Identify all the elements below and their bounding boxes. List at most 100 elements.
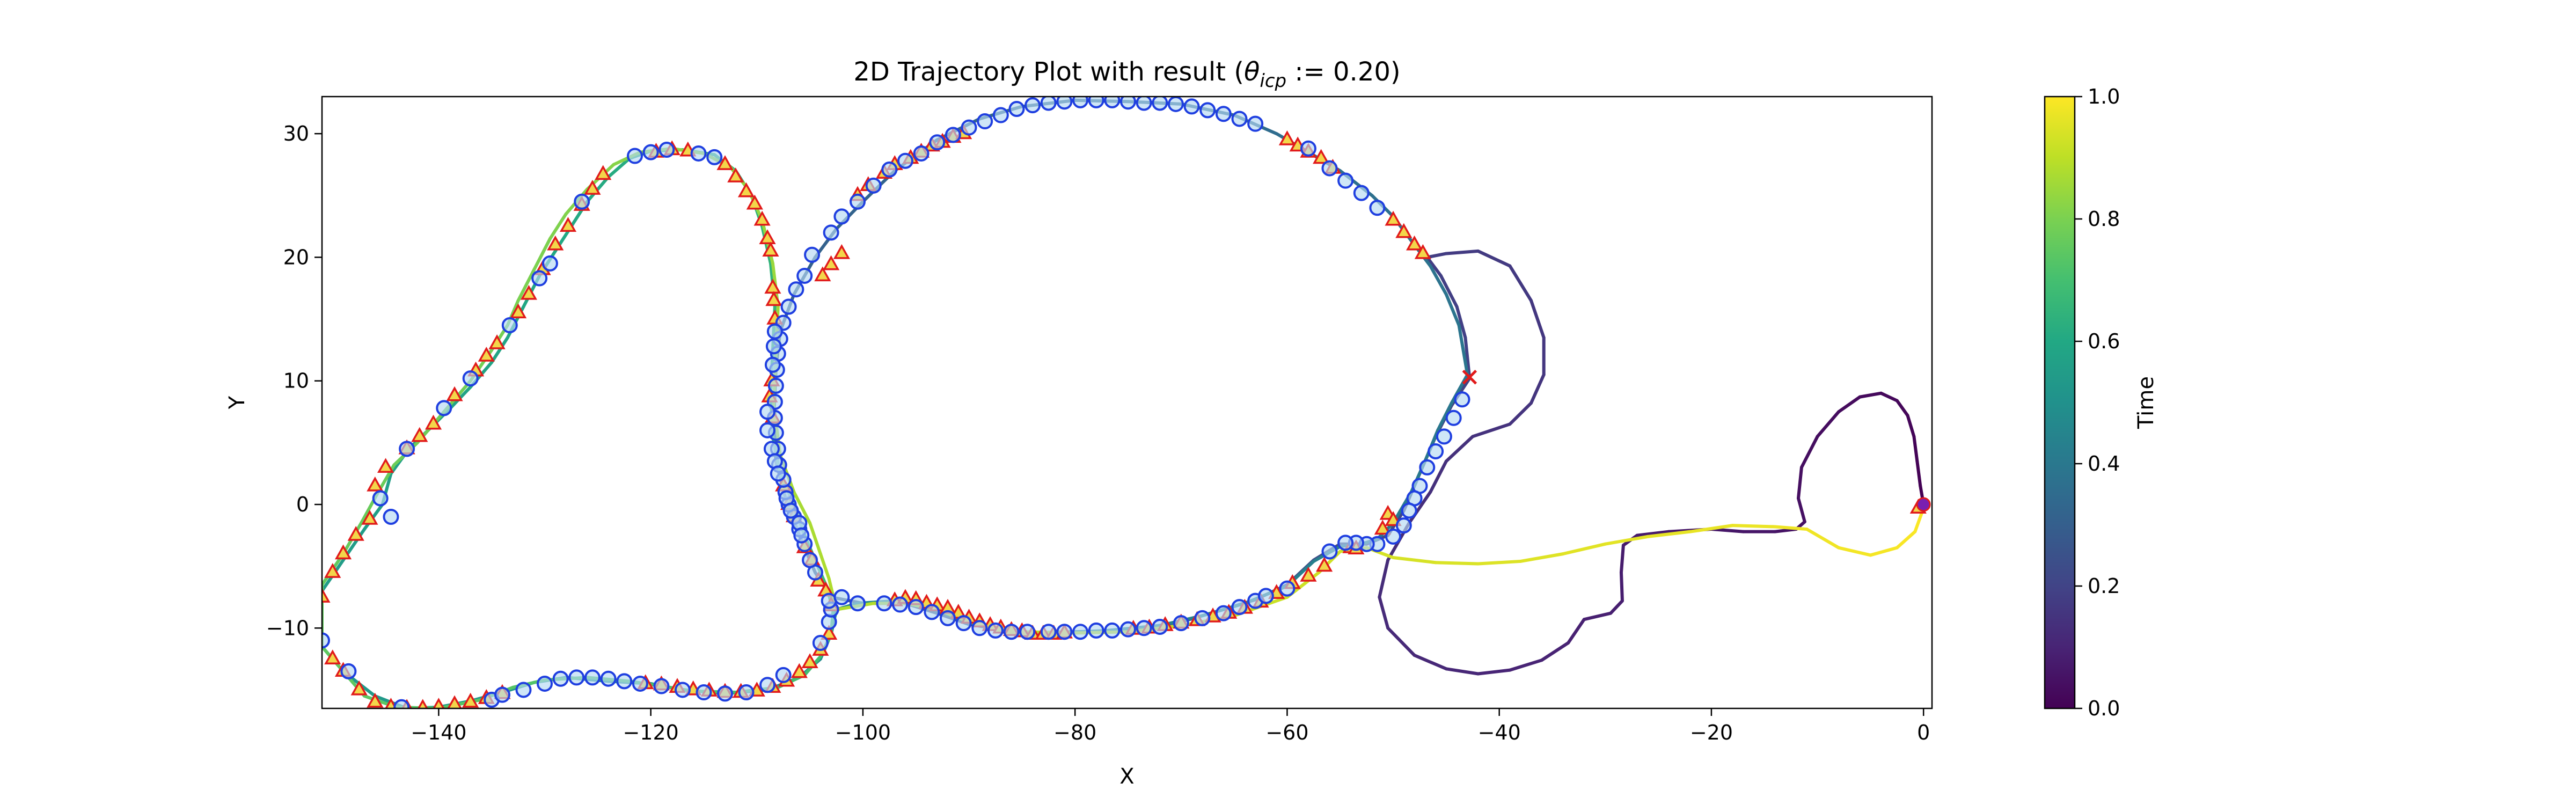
trajectory-segment xyxy=(1471,422,1512,438)
triangle-marker xyxy=(411,427,428,442)
trajectory-segment xyxy=(1434,561,1480,566)
triangle-marker xyxy=(801,653,818,668)
x-tick-label: −20 xyxy=(1690,721,1733,744)
circle-marker xyxy=(658,142,675,158)
trajectory-segment xyxy=(1444,249,1480,255)
circle-marker xyxy=(1337,535,1354,551)
trajectory-segment xyxy=(1439,274,1459,309)
triangle-marker xyxy=(765,291,782,306)
triangle-marker xyxy=(759,229,776,244)
trajectory-segment xyxy=(1567,618,1586,645)
trajectory-segment xyxy=(1688,524,1735,533)
triangle-marker xyxy=(727,167,744,182)
triangle-marker xyxy=(1406,235,1423,251)
triangle-marker xyxy=(1414,244,1431,259)
trajectory-segment xyxy=(1869,546,1899,557)
trajectory-segment xyxy=(1476,668,1512,676)
circle-marker xyxy=(775,667,792,683)
triangle-marker xyxy=(1395,223,1413,238)
circle-marker xyxy=(1321,543,1338,560)
circle-marker xyxy=(1401,502,1417,519)
plot-frame xyxy=(321,96,1933,709)
circle-marker xyxy=(850,595,866,612)
circle-marker xyxy=(770,465,786,482)
circle-marker xyxy=(1152,619,1168,635)
circle-marker xyxy=(924,604,940,620)
trajectory-segment xyxy=(1476,559,1523,566)
circle-marker xyxy=(1104,622,1121,639)
circle-marker xyxy=(759,404,776,420)
end-x-marker xyxy=(1462,370,1477,385)
circle-marker xyxy=(1104,97,1121,108)
circle-marker xyxy=(929,134,946,151)
circle-marker xyxy=(1088,97,1104,108)
circle-marker xyxy=(1215,605,1232,621)
circle-marker xyxy=(913,145,930,162)
circle-marker xyxy=(616,673,633,690)
colorbar-tick-label: 0.6 xyxy=(2088,330,2120,353)
triangle-marker xyxy=(1313,149,1330,164)
colorbar: 0.0 0.2 0.4 0.6 0.8 1.0 Time xyxy=(2044,85,2158,720)
trajectory-segment xyxy=(1879,391,1899,402)
circle-marker xyxy=(897,152,913,169)
x-axis: −140 −120 −100 −80 −60 −40 −20 0 xyxy=(411,708,1930,744)
circle-marker xyxy=(627,148,643,164)
circle-marker xyxy=(1436,428,1452,445)
triangle-marker xyxy=(791,663,808,678)
circle-marker xyxy=(541,255,558,272)
trajectory-segment xyxy=(1457,324,1469,377)
circle-marker xyxy=(1279,580,1296,597)
trajectory-segment xyxy=(1444,292,1461,327)
trajectory-segment xyxy=(490,336,509,364)
circle-marker xyxy=(1247,115,1264,132)
x-tick-label: −100 xyxy=(835,721,891,744)
colorbar-gradient xyxy=(2044,96,2076,709)
triangle-marker xyxy=(462,692,479,708)
circle-marker xyxy=(1056,97,1073,110)
circle-marker xyxy=(1040,97,1057,111)
triangle-marker xyxy=(377,458,394,473)
y-tick-label: 20 xyxy=(283,245,309,269)
trajectory-segment xyxy=(1646,530,1692,538)
circle-marker xyxy=(865,177,882,194)
circle-marker xyxy=(1136,97,1152,111)
colorbar-tick-label: 0.8 xyxy=(2088,207,2120,231)
triangle-marker xyxy=(446,386,463,401)
trajectory-segment xyxy=(1582,611,1613,621)
circle-marker xyxy=(766,323,783,340)
trajectory-segment xyxy=(1392,556,1438,565)
circle-marker xyxy=(632,675,648,692)
trajectory-segment xyxy=(1604,535,1650,546)
triangle-marker xyxy=(1374,519,1391,535)
trajectory-segment xyxy=(606,157,632,179)
circle-marker xyxy=(892,596,909,613)
trajectory-segment xyxy=(1444,667,1480,676)
trajectory-segment xyxy=(1635,530,1671,537)
x-axis-label: X xyxy=(1119,764,1134,789)
trajectory-segment xyxy=(1773,525,1809,531)
x-tick-label: −120 xyxy=(623,721,678,744)
circle-marker xyxy=(1119,97,1136,110)
circle-marker xyxy=(1353,185,1370,201)
circle-marker xyxy=(574,193,590,210)
circle-marker xyxy=(1257,588,1274,604)
circle-marker xyxy=(340,663,357,679)
triangle-marker xyxy=(716,155,734,170)
trajectory-segment xyxy=(1529,373,1546,405)
triangle-marker xyxy=(367,476,384,492)
trajectory-segment xyxy=(1476,249,1512,268)
trajectory-segment xyxy=(1425,252,1448,259)
y-tick-label: 0 xyxy=(296,493,309,516)
trajectory-segment xyxy=(1378,558,1390,599)
circle-marker xyxy=(568,669,585,686)
circle-marker xyxy=(706,149,723,165)
circle-marker xyxy=(1395,517,1412,534)
triangle-marker xyxy=(367,692,384,708)
circle-marker xyxy=(1445,409,1462,426)
triangle-marker xyxy=(559,217,577,232)
triangle-marker xyxy=(762,241,779,257)
x-tick-label: 0 xyxy=(1917,721,1930,744)
colorbar-tick-label: 0.4 xyxy=(2088,452,2120,475)
circle-marker xyxy=(372,490,389,507)
plot-background xyxy=(322,97,1932,708)
